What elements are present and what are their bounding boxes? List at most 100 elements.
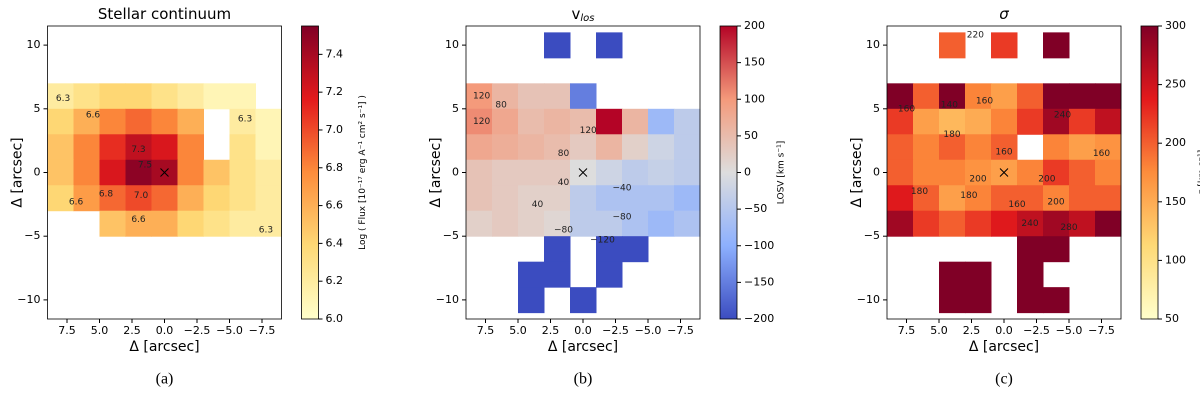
contour-label: 6.6 [69, 197, 84, 207]
contour-label: 180 [911, 187, 928, 197]
heatmap-cell [622, 160, 649, 186]
heatmap-cell [100, 160, 127, 186]
heatmap-cell [1069, 109, 1096, 135]
x-axis-title: Δ [arcsec] [969, 339, 1039, 355]
heatmap-cell [100, 83, 127, 109]
heatmap-cell [596, 134, 623, 160]
heatmap-cell [965, 109, 992, 135]
caption: (a) [156, 371, 174, 388]
heatmap-cell [544, 83, 571, 109]
heatmap-cell [991, 83, 1018, 109]
heatmap-cell [1043, 134, 1070, 160]
heatmap-cell [204, 160, 231, 186]
colorbar-tick-label: 50 [744, 129, 758, 142]
heatmap-cell [1043, 83, 1070, 109]
heatmap-cell [1069, 83, 1096, 109]
heatmap-cell [178, 134, 205, 160]
contour-label: 6.3 [56, 94, 70, 104]
contour-label: 6.6 [86, 111, 101, 121]
heatmap-cell [126, 83, 153, 109]
y-tick-label: −10 [436, 293, 459, 306]
x-tick-label: 7.5 [58, 324, 76, 337]
contour-label: 80 [558, 149, 570, 159]
heatmap-cell [622, 109, 649, 135]
heatmap-cell [204, 83, 231, 109]
heatmap-cell [596, 109, 623, 135]
heatmap-cell [466, 185, 493, 211]
contour-label: 7.3 [131, 145, 145, 155]
x-tick-label: −5.0 [635, 324, 662, 337]
heatmap-cell [230, 211, 257, 237]
contour-label: 200 [1038, 174, 1055, 184]
colorbar-tick-label: 100 [744, 92, 765, 105]
heatmap-cell [1043, 287, 1070, 313]
contour-label: 240 [1021, 219, 1038, 229]
heatmap-cell [152, 109, 179, 135]
x-tick-label: −2.5 [602, 324, 629, 337]
chart-title: σ [999, 5, 1009, 23]
colorbar-tick-label: 150 [744, 56, 765, 69]
title-text: σ [999, 5, 1009, 23]
heatmap-cell [492, 109, 519, 135]
heatmap-cell [648, 109, 675, 135]
x-tick-label: 5.0 [930, 324, 948, 337]
heatmap-cell [913, 134, 940, 160]
heatmap-cell [1095, 211, 1122, 237]
y-tick-label: 10 [866, 38, 880, 51]
colorbar-tick-label: 7.0 [326, 123, 344, 136]
heatmap-cell [1017, 262, 1044, 288]
heatmap-cell [965, 287, 992, 313]
colorbar-tick-label: 6.4 [326, 236, 344, 249]
colorbar-tick-label: 7.2 [326, 85, 344, 98]
heatmap-cell [887, 185, 914, 211]
colorbar-tick-label: 200 [744, 19, 765, 32]
heatmap-cell [492, 134, 519, 160]
contour-label: 160 [995, 148, 1012, 158]
heatmap-cell [674, 160, 701, 186]
y-tick-label: 5 [452, 102, 459, 115]
heatmap-cell [991, 32, 1018, 58]
colorbar-tick-label: 250 [1165, 78, 1186, 91]
colorbar-tick-label: −50 [744, 202, 767, 215]
heatmap-cell [570, 211, 597, 237]
contour-label: 7.0 [134, 191, 149, 201]
heatmap-cell [466, 134, 493, 160]
heatmap-cell [939, 32, 966, 58]
x-tick-label: 7.5 [477, 324, 495, 337]
heatmap-cell [939, 211, 966, 237]
y-tick-label: 5 [873, 102, 880, 115]
heatmap-cell [518, 83, 545, 109]
y-tick-label: 10 [445, 38, 459, 51]
contour-label: 40 [558, 178, 570, 188]
contour-label: 6.3 [259, 225, 273, 235]
heatmap-cell [913, 211, 940, 237]
heatmap-cell [991, 211, 1018, 237]
x-tick-label: 2.5 [963, 324, 981, 337]
title-text: v [572, 5, 581, 23]
colorbar-tick-label: 100 [1165, 253, 1186, 266]
heatmap-cell [544, 262, 571, 288]
heatmap-cell [100, 134, 127, 160]
y-axis-title: Δ [arcsec] [10, 137, 26, 207]
heatmap-cell [648, 134, 675, 160]
heatmap-cell [1017, 236, 1044, 262]
contour-label: 120 [473, 117, 490, 127]
colorbar-tick-label: 6.8 [326, 161, 344, 174]
y-tick-label: 10 [27, 38, 41, 51]
contour-label: 6.6 [131, 215, 146, 225]
heatmap-cell [991, 109, 1018, 135]
heatmap-cell [466, 211, 493, 237]
colorbar-tick-label: −100 [744, 239, 774, 252]
heatmap-cell [204, 211, 231, 237]
heatmap-cell [544, 109, 571, 135]
heatmap-cell [965, 262, 992, 288]
heatmap-cell [1095, 160, 1122, 186]
heatmap-cell [1095, 109, 1122, 135]
contour-label: 160 [898, 104, 915, 114]
contour-label: −120 [590, 236, 615, 246]
contour-label: 180 [943, 130, 960, 140]
heatmap-cell [1017, 109, 1044, 135]
x-tick-label: −2.5 [1023, 324, 1050, 337]
